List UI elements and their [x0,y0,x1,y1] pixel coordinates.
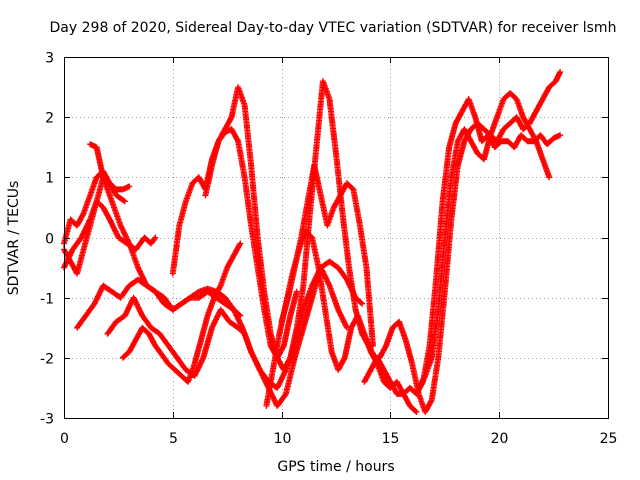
data-point-markers [104,264,350,409]
series-arc-6 [104,264,350,409]
y-tick-label: 0 [45,232,54,248]
data-point-markers [376,69,564,415]
series-arc-14 [415,90,553,391]
ticks-layer: 0 5 10 15 20 25 -3 -2 -1 0 1 2 3 [40,51,617,448]
y-tick-label: -2 [40,352,54,368]
x-tick-label: 15 [382,431,400,447]
x-tick-label: 5 [169,431,178,447]
y-tick-label: 2 [45,111,54,127]
y-axis-label: SDTVAR / TECUs [6,181,22,296]
data-point-markers [415,90,553,391]
series-arc-9 [202,78,392,385]
x-tick-label: 20 [491,431,509,447]
x-tick-label: 0 [60,431,69,447]
data-point-markers [278,162,376,349]
series-arc-3 [61,198,159,277]
data-point-markers [202,78,392,385]
marks-layer [61,69,564,415]
y-tick-label: 1 [45,171,54,187]
data-point-markers [61,198,159,277]
x-tick-label: 25 [600,431,618,447]
y-tick-label: -3 [40,412,54,428]
series-arc-7 [119,240,244,385]
y-tick-label: -1 [40,292,54,308]
x-axis-label: GPS time / hours [277,459,394,475]
data-point-markers [119,240,244,385]
series-arc-11 [278,162,376,349]
x-tick-label: 10 [274,431,292,447]
chart-title: Day 298 of 2020, Sidereal Day-to-day VTE… [50,20,617,36]
y-tick-label: 3 [45,51,54,67]
series-arc-13 [376,69,564,415]
